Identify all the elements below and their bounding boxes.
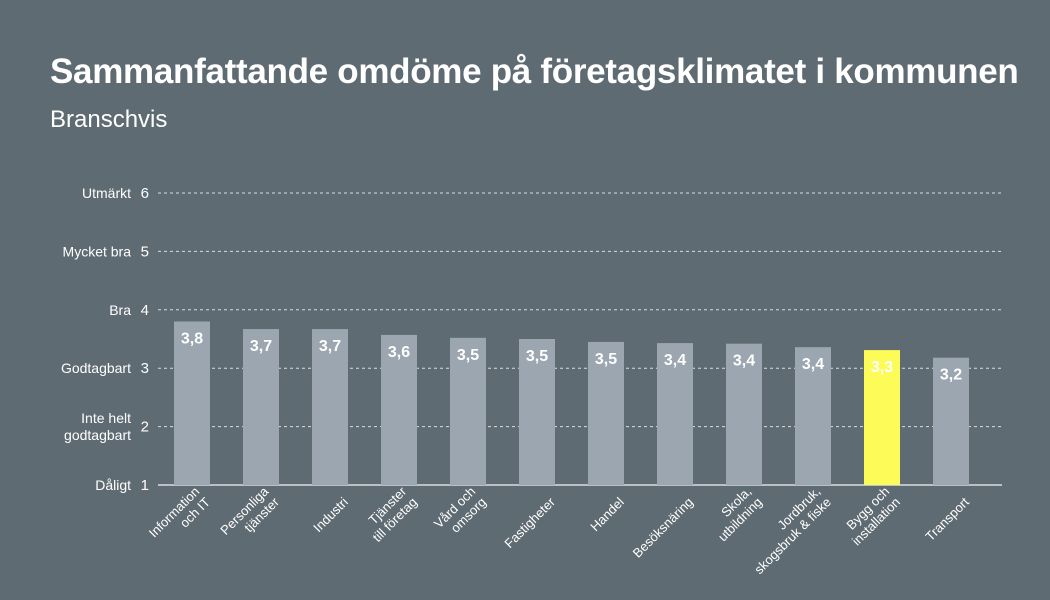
y-tick-value: 5: [141, 243, 149, 260]
bar: [381, 334, 417, 485]
bar: [450, 337, 486, 485]
y-tick-value: 2: [141, 419, 149, 436]
x-tick-label-line: Industri: [310, 494, 351, 535]
data-label: 3,8: [181, 330, 203, 347]
y-tick-label: Godtagbart: [61, 360, 131, 376]
y-tick-label: Bra: [109, 302, 131, 318]
data-label: 3,7: [250, 338, 272, 355]
y-tick-label: Dåligt: [95, 477, 131, 493]
bar: [519, 339, 555, 485]
data-label: 3,4: [802, 356, 824, 373]
y-tick-value: 6: [141, 185, 149, 202]
y-tick-label: godtagbart: [64, 427, 131, 443]
y-tick-label: Mycket bra: [63, 243, 132, 259]
x-tick-label-line: Handel: [587, 494, 627, 534]
bar: [312, 329, 348, 485]
y-tick-label: Utmärkt: [82, 185, 131, 201]
bar: [726, 343, 762, 485]
data-label: 3,5: [526, 348, 548, 365]
data-label: 3,4: [733, 353, 755, 370]
data-label: 3,2: [940, 367, 962, 384]
chart-subtitle: Branschvis: [50, 106, 168, 133]
bar: [174, 321, 210, 485]
x-tick-label: Handel: [587, 494, 627, 534]
data-label: 3,7: [319, 338, 341, 355]
x-tick-label-line: Transport: [922, 494, 972, 544]
x-tick-label: Skola,utbildning: [715, 484, 765, 545]
data-label: 3,6: [388, 344, 410, 361]
data-label: 3,5: [595, 351, 617, 368]
x-tick-label: Industri: [310, 494, 351, 535]
y-tick-value: 1: [141, 477, 149, 494]
chart-title: Sammanfattande omdöme på företagsklimate…: [50, 52, 1019, 91]
bar: [243, 329, 279, 485]
x-tick-label-line: Besöksnäring: [630, 494, 696, 560]
x-tick-label: Fastigheter: [501, 494, 558, 551]
grid-layer: [158, 192, 1002, 486]
data-label: 3,4: [664, 352, 686, 369]
y-tick-value: 4: [141, 302, 149, 319]
x-tick-label-line: Fastigheter: [501, 494, 558, 551]
y-tick-label: Inte helt: [81, 410, 131, 426]
data-label: 3,5: [457, 347, 479, 364]
bar: [864, 350, 900, 485]
x-tick-label: Besöksnäring: [630, 494, 696, 560]
bar: [657, 343, 693, 485]
x-tick-label: Transport: [922, 494, 972, 544]
bar: [588, 341, 624, 485]
bars: [174, 321, 969, 485]
y-tick-value: 3: [141, 360, 149, 377]
data-labels: 3,8 3,7 3,7 3,6 3,5 3,5 3,5 3,4 3,4 3,4 3,3 3,2: [181, 330, 962, 383]
bar: [933, 357, 969, 485]
bar: [795, 347, 831, 485]
data-label: 3,3: [871, 359, 893, 376]
